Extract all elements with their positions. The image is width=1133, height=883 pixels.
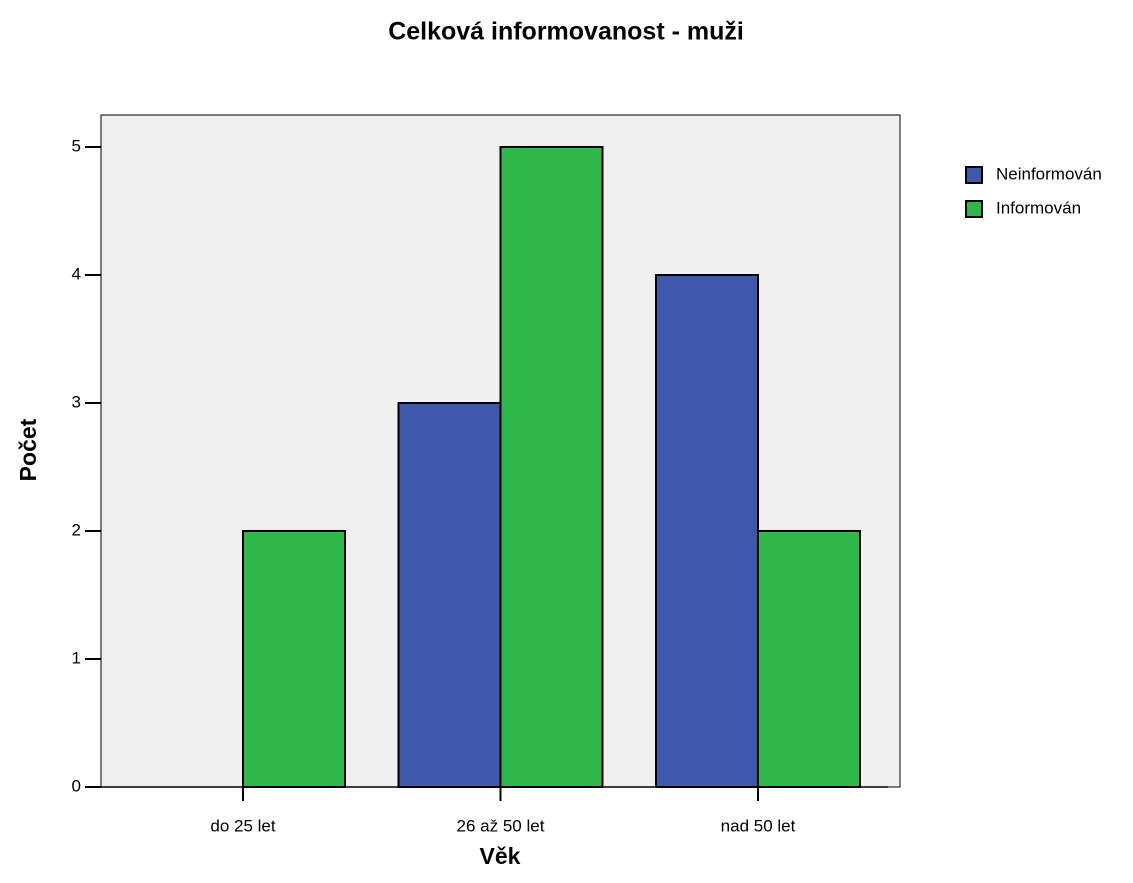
y-tick-label: 1 <box>72 648 81 667</box>
x-tick-label: 26 až 50 let <box>457 816 545 835</box>
y-tick-label: 2 <box>72 520 81 539</box>
y-axis-label: Počet <box>15 418 41 481</box>
bar <box>397 402 502 788</box>
y-tick-label: 0 <box>72 776 81 795</box>
bar <box>499 146 604 788</box>
y-tick-label: 3 <box>72 392 81 411</box>
bar <box>757 530 861 788</box>
bar <box>242 530 346 788</box>
x-tick-label: do 25 let <box>210 816 275 835</box>
legend-label: Neinformován <box>996 164 1102 183</box>
x-tick-label: nad 50 let <box>721 816 796 835</box>
legend-swatch <box>965 200 983 218</box>
legend-swatch <box>965 166 983 184</box>
y-tick-label: 4 <box>72 264 81 283</box>
x-axis-label: Věk <box>480 843 521 869</box>
legend-label: Informován <box>996 198 1081 217</box>
chart-title: Celková informovanost - muži <box>388 18 744 46</box>
y-tick-label: 5 <box>72 136 81 155</box>
bar <box>655 274 759 788</box>
